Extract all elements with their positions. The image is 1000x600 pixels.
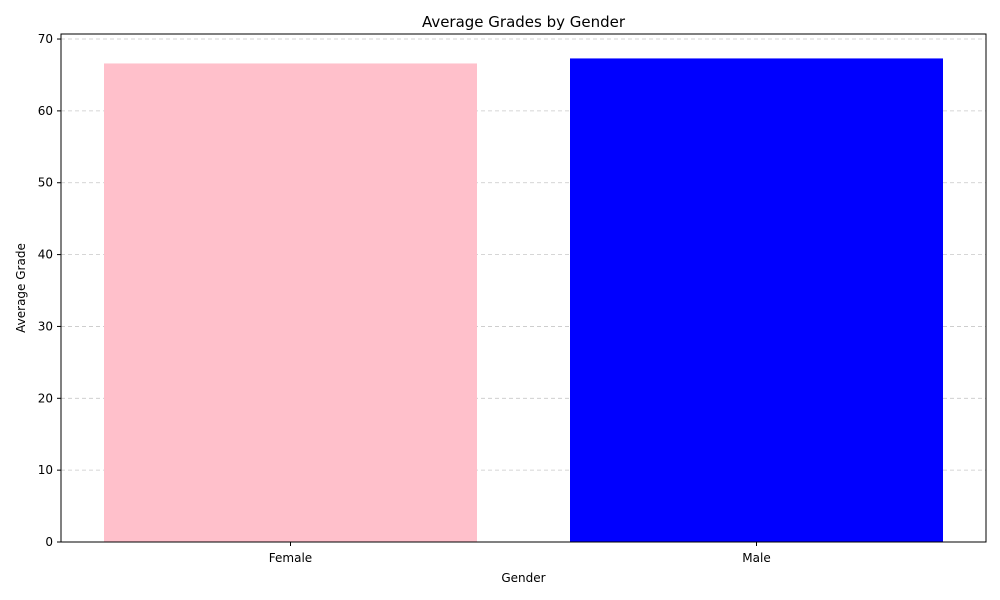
x-tick-label-female: Female [269, 551, 312, 565]
y-tick-label: 60 [38, 104, 53, 118]
y-tick-label: 20 [38, 391, 53, 405]
x-tick-label-male: Male [742, 551, 770, 565]
y-tick-label: 30 [38, 319, 53, 333]
chart-title: Average Grades by Gender [422, 13, 626, 31]
bar-female [104, 63, 477, 543]
x-axis-ticks: Female Male [269, 542, 771, 565]
y-tick-label: 70 [38, 32, 53, 46]
y-tick-label: 10 [38, 463, 53, 477]
y-tick-label: 0 [45, 535, 53, 549]
y-tick-label: 50 [38, 176, 53, 190]
plot-frame [60, 33, 987, 543]
bar-male [570, 58, 943, 542]
y-axis-ticks: 0 10 20 30 40 50 60 70 [38, 32, 61, 549]
bars [104, 58, 943, 543]
y-axis-label: Average Grade [14, 243, 28, 333]
x-axis-label: Gender [501, 571, 545, 585]
y-tick-label: 40 [38, 248, 53, 262]
